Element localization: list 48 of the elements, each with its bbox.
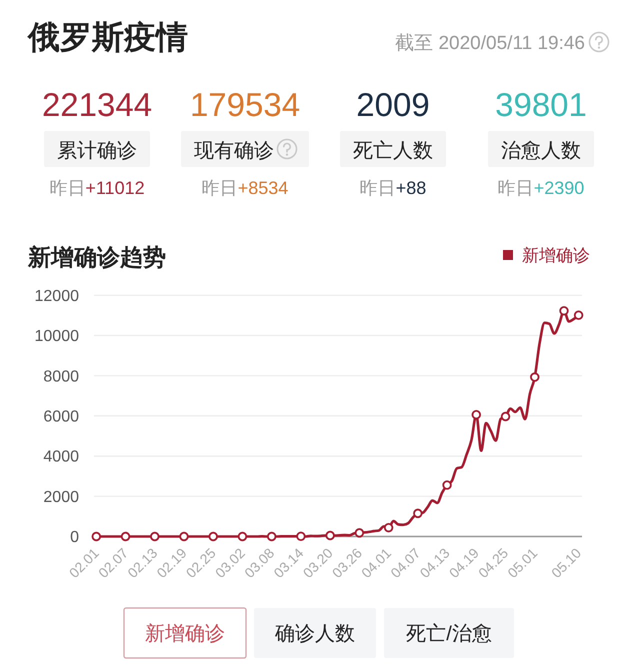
point <box>238 532 248 542</box>
point <box>150 532 160 542</box>
point <box>530 372 540 382</box>
chart-title: 新增确诊趋势 <box>27 244 166 270</box>
text: 昨日 <box>202 178 238 198</box>
point <box>442 480 452 490</box>
data-label: +8534 <box>238 178 288 198</box>
point <box>500 412 510 422</box>
y-tick-label: 2000 <box>43 488 80 506</box>
data-label: +11012 <box>85 178 145 198</box>
point <box>472 410 481 420</box>
data-label: +2390 <box>534 178 584 198</box>
text: 昨日 <box>49 178 86 198</box>
y-tick-label: 0 <box>70 529 80 546</box>
text: 死亡/治愈 <box>406 623 492 645</box>
point <box>325 530 335 540</box>
point <box>413 508 423 518</box>
text: 俄罗斯疫情 <box>27 19 188 55</box>
category-label: 累计确诊 <box>57 140 137 162</box>
data-label: 179534 <box>190 86 300 123</box>
point <box>120 532 130 542</box>
point <box>179 532 189 542</box>
text: 昨日 <box>360 178 396 198</box>
text: 截至 2020/05/11 19:46 <box>395 33 585 54</box>
category-label: 现有确诊 <box>194 140 274 162</box>
point <box>92 532 101 542</box>
category-label: 治愈人数 <box>501 140 581 162</box>
data-label: +88 <box>396 178 426 198</box>
point <box>266 532 276 542</box>
point <box>384 522 394 532</box>
point <box>559 306 569 316</box>
text: 确诊人数 <box>274 623 355 645</box>
y-tick-label: 10000 <box>34 328 80 346</box>
legend-label: 新增确诊 <box>522 246 590 265</box>
y-tick-label: 12000 <box>34 288 80 305</box>
point <box>574 310 584 320</box>
point <box>208 532 218 542</box>
data-label: 2009 <box>356 86 430 123</box>
data-label: 39801 <box>495 86 587 123</box>
point <box>296 532 306 541</box>
y-tick-label: 4000 <box>43 448 80 466</box>
point <box>354 528 364 538</box>
y-tick-label: 8000 <box>43 368 80 386</box>
y-tick-label: 6000 <box>43 408 80 426</box>
data-label: 221344 <box>42 86 152 123</box>
text: 昨日 <box>498 178 534 198</box>
text: 新增确诊 <box>145 623 225 645</box>
category-label: 死亡人数 <box>353 140 433 162</box>
